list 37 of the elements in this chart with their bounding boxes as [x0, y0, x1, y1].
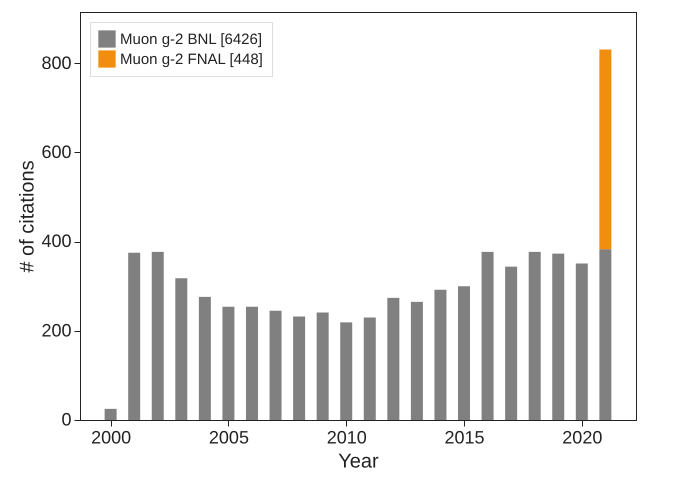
bar: [246, 306, 258, 420]
x-tick-label: 2010: [326, 428, 367, 448]
bar: [434, 290, 446, 420]
bar: [104, 408, 117, 420]
bar: [576, 263, 588, 420]
bar: [340, 322, 352, 420]
legend-label: Muon g-2 FNAL [448]: [120, 51, 263, 68]
legend-label: Muon g-2 BNL [6426]: [120, 31, 262, 48]
y-tick-label: 600: [41, 142, 72, 162]
bar: [152, 252, 164, 420]
bar: [316, 312, 329, 420]
bar: [599, 49, 612, 250]
bar: [198, 296, 211, 420]
bar: [410, 302, 423, 420]
bar: [364, 317, 376, 420]
x-tick-label: 2015: [444, 428, 485, 448]
bar: [387, 298, 400, 420]
y-tick-label: 400: [41, 231, 72, 252]
x-tick-label: 2000: [91, 428, 132, 448]
y-tick-label: 800: [41, 52, 72, 73]
bar: [270, 310, 282, 420]
bar: [293, 316, 306, 420]
bar: [175, 278, 188, 420]
bar: [128, 252, 140, 420]
bar: [528, 252, 541, 420]
bar: [482, 252, 494, 420]
bar: [505, 266, 518, 420]
x-tick-label: 2005: [208, 428, 249, 448]
x-axis-title: Year: [338, 450, 380, 472]
bar: [458, 286, 470, 420]
y-tick-label: 0: [61, 410, 72, 430]
y-axis-title: # of citations: [16, 160, 38, 273]
bar: [222, 306, 234, 420]
bar: [599, 249, 612, 420]
y-tick-label: 200: [41, 320, 72, 340]
x-tick-label: 2020: [562, 428, 602, 448]
bar: [552, 254, 564, 420]
